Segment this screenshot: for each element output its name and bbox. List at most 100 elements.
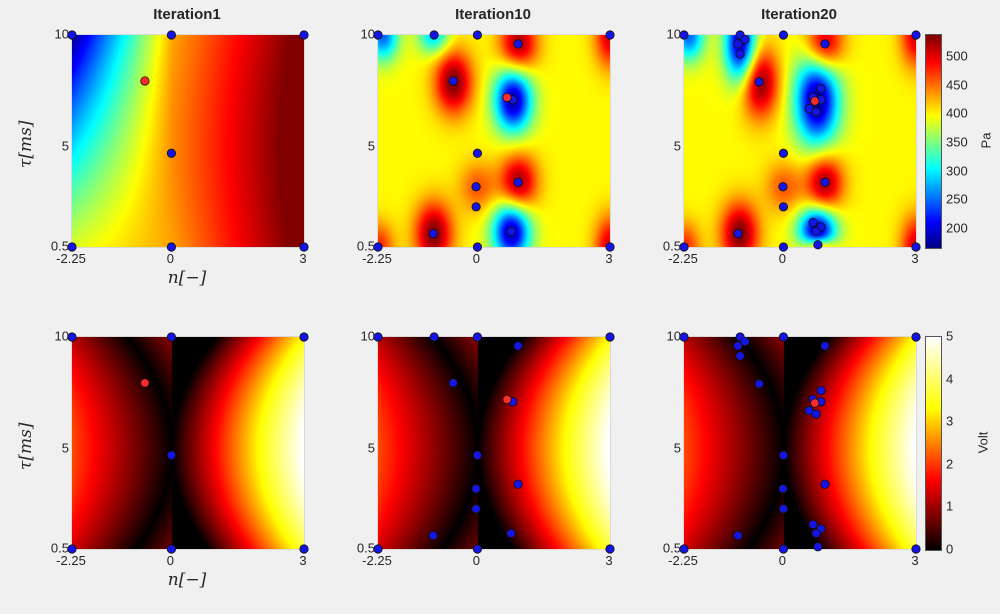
x-tick-label: 3 (911, 251, 919, 266)
sample-point (472, 544, 483, 554)
sample-point (735, 49, 745, 59)
x-tick-label: 3 (299, 553, 307, 568)
sample-point (448, 378, 458, 388)
sample-point (428, 229, 438, 239)
sample-point (811, 409, 821, 419)
sample-point (754, 77, 764, 87)
sample-point (778, 484, 788, 494)
sample-point (733, 229, 743, 239)
sample-point (778, 544, 789, 554)
panel-title: Iteration10 (455, 6, 531, 23)
x-tick-label: -2.25 (56, 553, 86, 568)
sample-point (471, 202, 481, 212)
sample-point (166, 30, 177, 40)
x-tick-label: -2.25 (362, 553, 392, 568)
heatmap-image (378, 35, 610, 247)
sample-points (679, 30, 921, 252)
sample-point (778, 450, 789, 460)
best-point (810, 398, 820, 408)
y-tick-label: 0.5 (356, 540, 375, 556)
y-tick-label: 0.5 (356, 238, 375, 254)
sample-point (816, 385, 826, 396)
y-tick-label: 10 (360, 26, 375, 42)
sample-point (429, 30, 439, 40)
sample-point (513, 39, 523, 49)
sample-point (166, 148, 177, 158)
sample-point (778, 242, 789, 252)
sample-point (733, 531, 743, 541)
sample-point (373, 544, 383, 554)
heatmap-panel-5 (373, 332, 615, 554)
sample-point (679, 242, 689, 252)
sample-points (373, 30, 615, 252)
colorbar-tick-label: 500 (946, 48, 968, 64)
y-tick-label: 5 (61, 440, 69, 456)
sample-point (778, 504, 789, 514)
colorbar-label: Volt (975, 431, 991, 453)
sample-point (813, 240, 823, 250)
x-axis-label: n[−] (167, 268, 207, 288)
colorbar-tick-label: 200 (946, 220, 968, 236)
colorbar-pa (925, 34, 942, 249)
sample-point (373, 332, 383, 342)
sample-point (811, 528, 821, 538)
sample-point (778, 202, 789, 212)
colorbar-gradient (926, 35, 941, 248)
y-tick-label: 5 (673, 138, 681, 154)
y-tick-label: 5 (673, 440, 681, 456)
x-tick-label: -2.25 (668, 251, 698, 266)
sample-point (166, 544, 177, 554)
y-tick-label: 0.5 (50, 540, 69, 556)
sample-point (166, 332, 177, 342)
heatmap-panel-2 (373, 30, 615, 252)
colorbar-tick-label: 2 (946, 456, 954, 472)
sample-point (733, 341, 743, 351)
sample-point (299, 30, 309, 40)
y-tick-label: 10 (54, 328, 69, 344)
y-axis-label: τ[ms] (16, 120, 36, 168)
best-point (810, 96, 820, 106)
sample-point (67, 544, 77, 554)
x-tick-label: 0 (472, 251, 481, 266)
sample-point (911, 30, 921, 40)
y-tick-label: 0.5 (662, 238, 681, 254)
heatmap-panel-1 (67, 30, 309, 252)
sample-point (299, 544, 309, 554)
x-tick-label: -2.25 (56, 251, 86, 266)
sample-point (472, 450, 483, 460)
x-tick-label: -2.25 (362, 251, 392, 266)
heatmap-image (684, 337, 916, 549)
best-point (502, 92, 512, 103)
y-tick-label: 10 (360, 328, 375, 344)
sample-point (740, 34, 750, 45)
colorbar-tick-label: 350 (946, 134, 968, 150)
colorbar-tick-label: 450 (946, 77, 968, 93)
colorbar-tick-label: 4 (946, 371, 954, 387)
heatmap-image (378, 337, 610, 549)
sample-point (472, 332, 483, 342)
best-point (140, 378, 150, 388)
x-tick-label: 0 (472, 553, 481, 568)
sample-point (67, 30, 77, 40)
x-axis-label: n[−] (167, 570, 207, 590)
sample-point (679, 30, 689, 40)
sample-point (373, 30, 383, 40)
sample-point (813, 542, 823, 552)
y-tick-label: 10 (54, 26, 69, 42)
heatmap-image (684, 35, 916, 247)
sample-point (471, 484, 481, 494)
y-tick-label: 0.5 (662, 540, 681, 556)
colorbar-tick-label: 3 (946, 413, 954, 429)
sample-point (299, 242, 309, 252)
sample-point (471, 504, 481, 514)
sample-point (166, 242, 177, 252)
colorbar-label: Pa (978, 132, 994, 148)
sample-point (472, 242, 483, 252)
sample-point (67, 242, 77, 252)
sample-point (778, 30, 789, 40)
sample-point (513, 177, 523, 187)
sample-point (166, 450, 177, 460)
sample-point (513, 479, 523, 489)
heatmap-panel-4 (67, 332, 309, 554)
